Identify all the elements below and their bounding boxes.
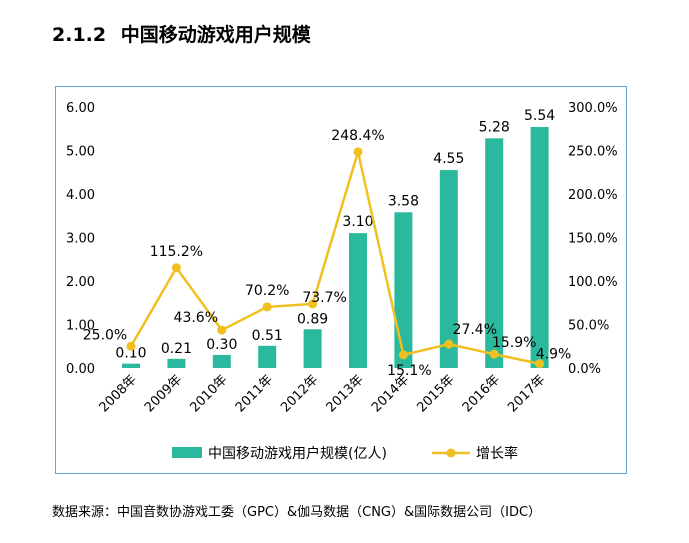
section-title: 中国移动游戏用户规模 [120,24,311,46]
section-heading: 2.1.2 中国移动游戏用户规模 [52,20,311,47]
x-tick-label: 2012年 [278,372,321,415]
x-tick-label: 2010年 [187,372,230,415]
growth-rate-point [353,147,363,157]
growth-rate-point [262,302,272,312]
y-left-tick-label: 2.00 [66,275,95,290]
bar [530,127,549,368]
growth-rate-label: 25.0% [83,327,127,343]
bar [167,358,186,368]
legend-bar-label: 中国移动游戏用户规模(亿人) [208,445,387,462]
bar [349,233,367,368]
legend-bar-swatch [172,447,202,458]
x-tick-label: 2009年 [142,372,185,415]
growth-rate-label: 115.2% [150,244,203,260]
y-left-tick-label: 3.00 [66,232,95,247]
growth-rate-point [217,325,227,335]
x-tick-label: 2017年 [505,372,548,415]
growth-rate-label: 27.4% [453,322,497,338]
bar [485,138,504,368]
bar-value-label: 4.55 [433,151,464,167]
y-right-tick-label: 0.0% [568,362,601,377]
bar-value-label: 0.10 [115,346,146,362]
growth-rate-line [129,146,540,365]
bar [394,212,413,368]
growth-rate-label: 248.4% [331,128,384,144]
x-tick-label: 2013年 [324,372,367,415]
bar-value-label: 3.58 [388,193,419,209]
bar-value-label: 0.21 [161,341,192,357]
growth-rate-label: 43.6% [174,310,218,326]
growth-rate-point [171,263,181,273]
x-tick-label: 2008年 [97,372,140,415]
y-right-tick-label: 200.0% [568,188,618,203]
y-right-tick-label: 50.0% [568,319,609,334]
growth-rate-point [308,299,318,309]
section-number: 2.1.2 [52,24,107,46]
y-right-tick-label: 250.0% [568,145,618,160]
legend-line-label: 增长率 [476,445,518,462]
y-left-tick-label: 5.00 [66,145,95,160]
growth-rate-point [126,341,136,351]
growth-rate-point [489,349,499,359]
y-left-tick-label: 4.00 [66,188,95,203]
bar [212,354,231,368]
y-left-tick-label: 0.00 [66,362,95,377]
y-right-tick-label: 150.0% [568,232,618,247]
growth-rate-label: 15.9% [492,335,536,351]
growth-rate-point [535,359,545,369]
y-left-tick-label: 6.00 [66,101,95,116]
growth-rate-label: 70.2% [245,283,289,299]
bar [303,329,322,368]
y-right-tick-label: 100.0% [568,275,618,290]
growth-rate-point [444,339,454,349]
bar [258,345,277,368]
growth-rate-label: 73.7% [302,290,346,306]
bar-value-label: 0.30 [206,337,237,353]
bar-value-label: 5.28 [479,119,510,135]
growth-rate-point [398,350,408,360]
growth-rate-label: 15.1% [387,363,431,379]
data-source-note: 数据来源：中国音数协游戏工委（GPC）&伽马数据（CNG）&国际数据公司（IDC… [52,505,542,520]
x-tick-label: 2011年 [233,372,276,415]
bar [122,363,140,368]
bar [439,170,458,368]
y-left-tick-label: 1.00 [66,319,95,334]
chart-frame [55,86,627,474]
legend-line-marker [446,448,456,458]
bar-value-label: 0.89 [297,311,328,327]
x-tick-label: 2016年 [460,372,503,415]
growth-rate-label: 4.9% [536,347,572,363]
y-right-tick-label: 300.0% [568,101,618,116]
bar-value-label: 5.54 [524,108,555,124]
bar-value-label: 0.51 [252,328,283,344]
bar-value-label: 3.10 [342,214,373,230]
